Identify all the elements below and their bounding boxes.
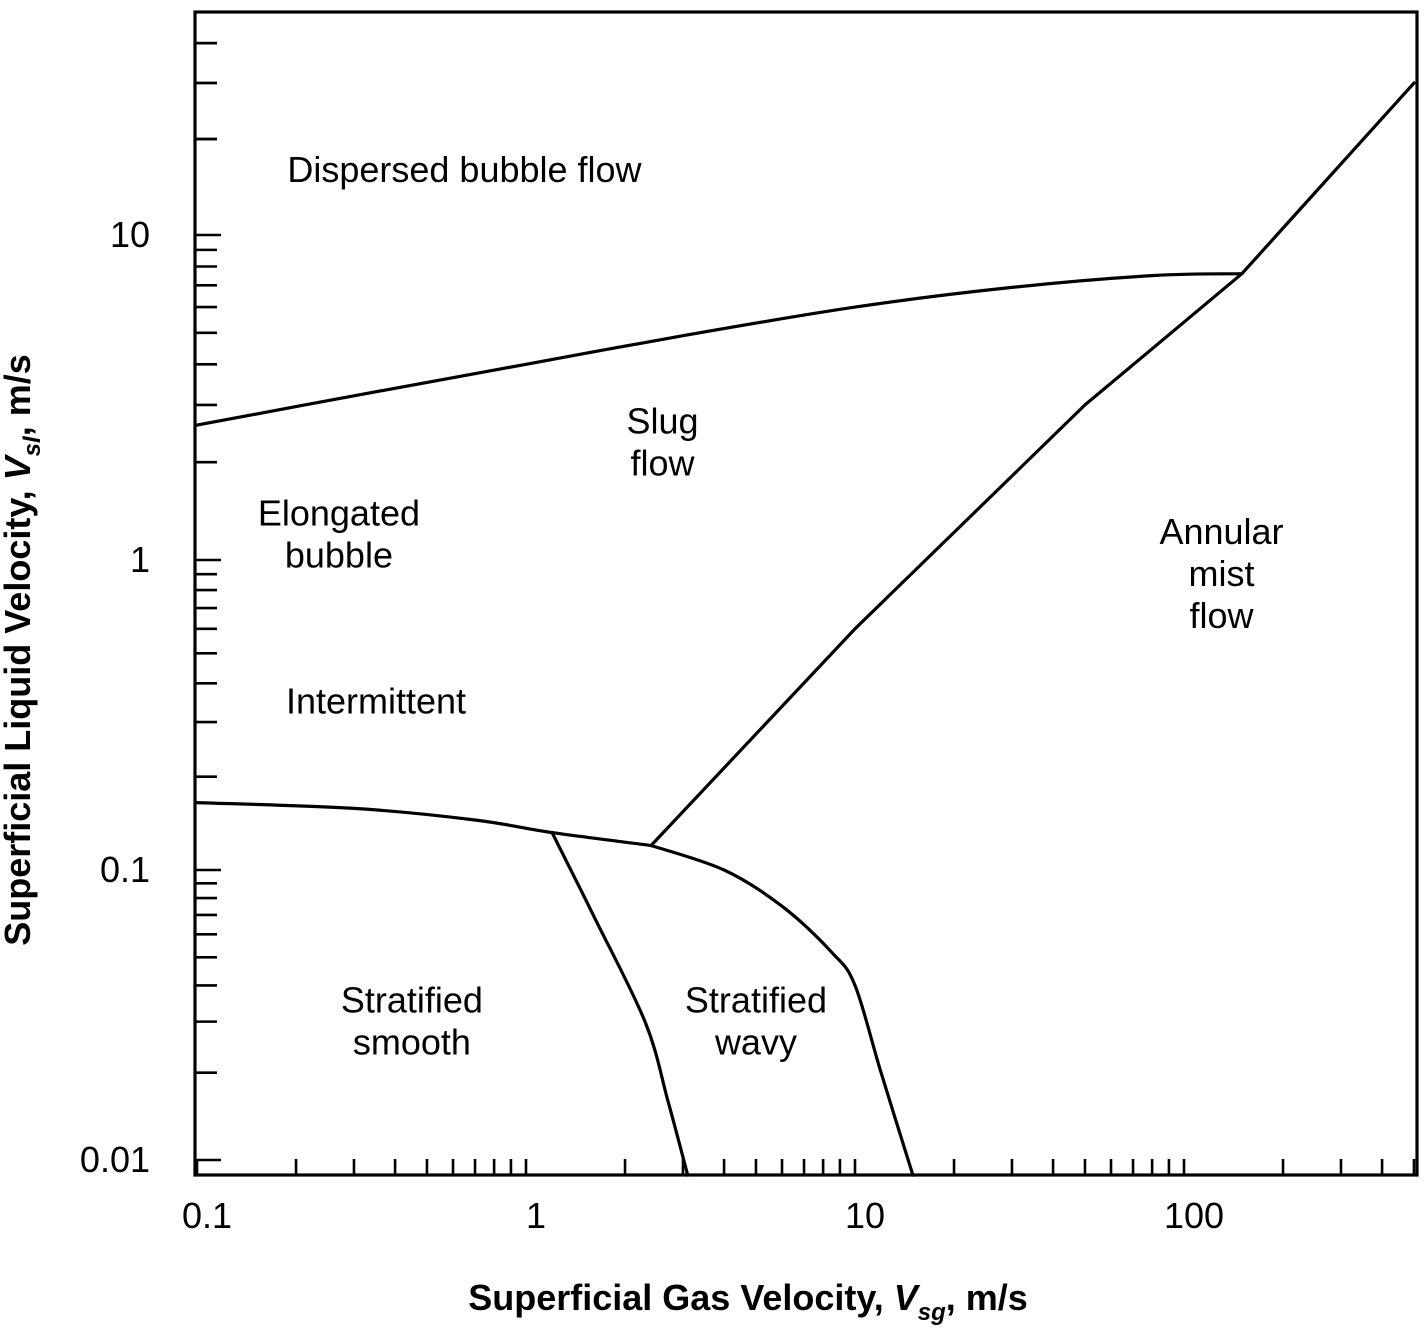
x-tick-label: 10 — [845, 1195, 885, 1236]
region-label-slug: Slug flow — [626, 400, 698, 483]
x-axis-title: Superficial Gas Velocity, Vsg, m/s — [468, 1277, 1028, 1326]
region-labels: Dispersed bubble flow Slug flow Elongated bu… — [258, 149, 1284, 1063]
region-label-intermittent: Intermittent — [286, 680, 466, 721]
y-axis-tick-labels: 0.01 0.1 1 10 — [80, 214, 150, 1180]
x-axis-tick-labels: 0.1 1 10 100 — [182, 1195, 1224, 1236]
plot-border — [193, 10, 1419, 1177]
region-label-elongated-bubble: Elongated bubble — [258, 492, 420, 575]
dispersed-bubble-boundary-curve — [195, 272, 1244, 427]
stratified-wavy-annular-boundary-curve — [649, 843, 915, 1177]
region-label-dispersed-bubble: Dispersed bubble flow — [287, 149, 642, 190]
smooth-wavy-boundary-curve — [550, 831, 690, 1177]
minor-ticks — [195, 41, 1416, 1175]
region-label-annular-mist: Annular mist flow — [1159, 511, 1283, 636]
stratified-intermittent-boundary-curve — [195, 801, 653, 848]
x-tick-label: 100 — [1164, 1195, 1224, 1236]
annular-boundary-curve — [649, 81, 1416, 848]
regime-boundaries — [195, 81, 1416, 1177]
x-tick-label: 1 — [526, 1195, 546, 1236]
x-tick-label: 0.1 — [182, 1195, 232, 1236]
y-tick-label: 0.01 — [80, 1139, 150, 1180]
y-tick-label: 0.1 — [100, 849, 150, 890]
plot-frame — [193, 10, 1419, 1177]
region-label-stratified-smooth: Stratified smooth — [341, 980, 483, 1063]
y-axis-title: Superficial Liquid Velocity, Vsl, m/s — [0, 354, 46, 946]
region-label-stratified-wavy: Stratified wavy — [685, 980, 827, 1063]
y-tick-label: 1 — [130, 539, 150, 580]
y-tick-label: 10 — [110, 214, 150, 255]
